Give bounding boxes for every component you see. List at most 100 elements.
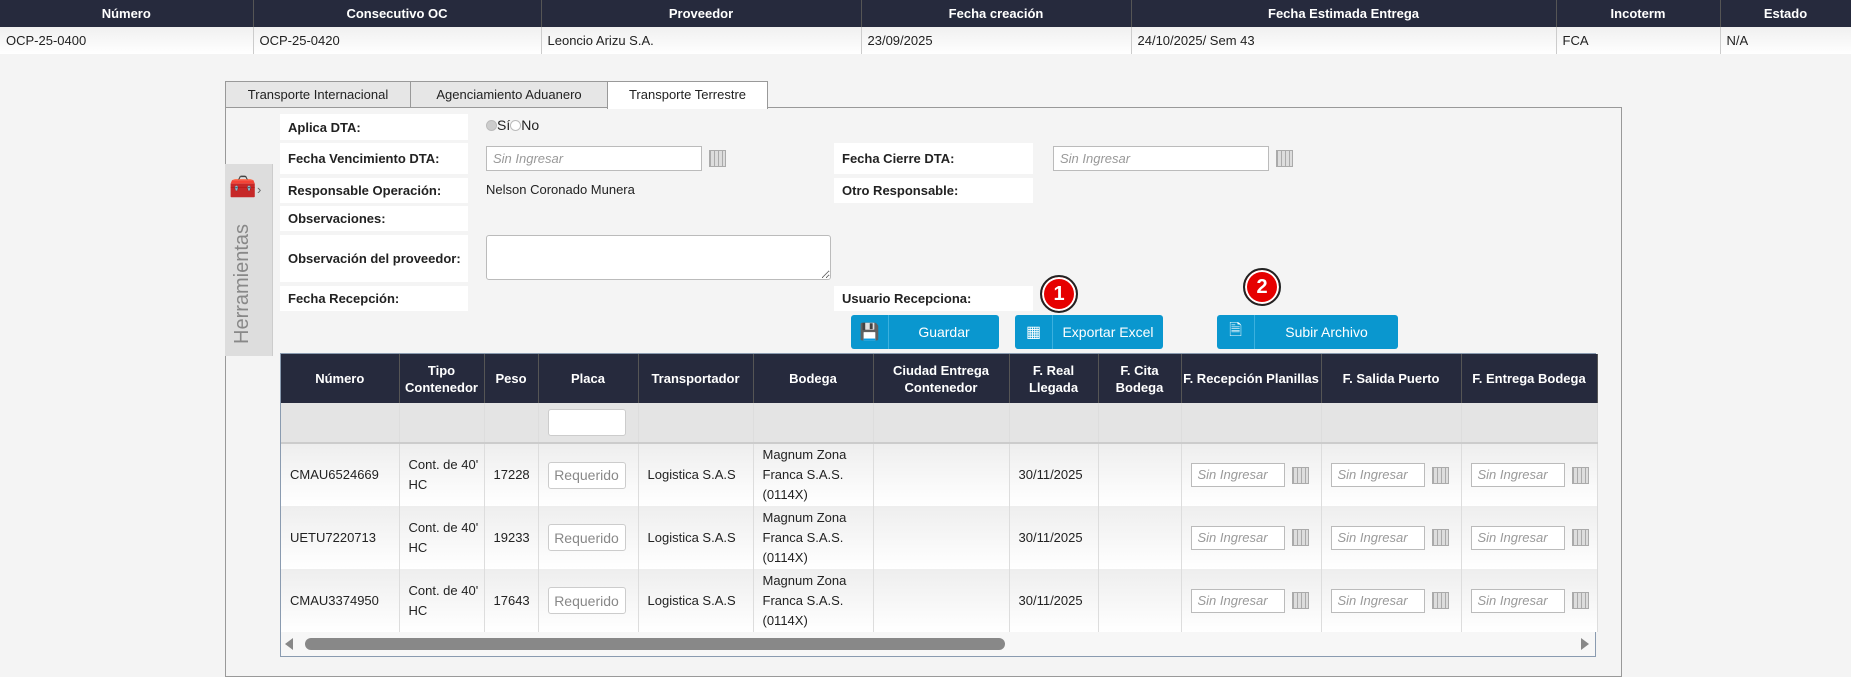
cita-cell	[1098, 506, 1182, 569]
containers-grid: Número Tipo Contenedor Peso Placa Transporta…	[280, 353, 1598, 657]
col-numero: Número	[0, 0, 254, 27]
scroll-left-arrow[interactable]	[285, 638, 293, 650]
grid-header: F. Cita Bodega	[1098, 354, 1182, 403]
calendar-icon[interactable]	[1571, 592, 1589, 609]
date-input[interactable]: Sin Ingresar	[1470, 525, 1565, 550]
transportador-cell: Logistica S.A.S	[638, 569, 754, 632]
aplica-dta-label: Aplica DTA:	[280, 114, 468, 140]
date-input[interactable]: Sin Ingresar	[1330, 588, 1425, 613]
transportador-cell: Logistica S.A.S	[638, 443, 754, 506]
cell: 24/10/2025/ Sem 43	[1131, 27, 1557, 54]
fecha-cierre-label: Fecha Cierre DTA:	[834, 143, 1033, 174]
numero-cell: CMAU3374950	[281, 569, 400, 632]
ciudad-cell	[873, 443, 1010, 506]
numero-cell: CMAU6524669	[281, 443, 400, 506]
col-fecha-creacion: Fecha creación	[861, 0, 1132, 27]
tipo-cell: Cont. de 40' HC	[399, 443, 485, 506]
fecha-recepcion-label: Fecha Recepción:	[280, 286, 468, 311]
col-consecutivo: Consecutivo OC	[253, 0, 542, 27]
grid-header: Peso	[484, 354, 539, 403]
transportador-cell: Logistica S.A.S	[638, 506, 754, 569]
observaciones-label: Observaciones:	[280, 206, 468, 231]
peso-cell: 19233	[484, 506, 539, 569]
tab-transporte-terrestre[interactable]: Transporte Terrestre	[607, 81, 768, 109]
date-input[interactable]: Sin Ingresar	[1470, 463, 1565, 487]
cell: 23/09/2025	[861, 27, 1132, 54]
date-input[interactable]: Sin Ingresar	[1190, 463, 1285, 487]
table-row: UETU7220713 Cont. de 40' HC 19233 Requerido…	[281, 506, 1598, 569]
scroll-right-arrow[interactable]	[1581, 638, 1589, 650]
radio-si[interactable]	[486, 119, 497, 131]
calendar-icon[interactable]	[1276, 150, 1293, 167]
calendar-icon[interactable]	[1291, 592, 1309, 609]
annotation-badge-2: 2	[1243, 268, 1281, 306]
llegada-cell: 30/11/2025	[1009, 506, 1099, 569]
calendar-icon[interactable]	[1571, 466, 1589, 484]
guardar-label: Guardar	[918, 324, 970, 340]
subir-archivo-button[interactable]: 🗎 Subir Archivo	[1217, 315, 1398, 349]
tools-sidebar[interactable]: 🧰 › Herramientas	[225, 164, 273, 356]
date-input[interactable]: Sin Ingresar	[1190, 525, 1285, 550]
toolbox-icon: 🧰	[229, 174, 257, 199]
usuario-recepciona-label: Usuario Recepciona:	[834, 286, 1033, 311]
grid-header: F. Recepción Planillas	[1181, 354, 1322, 403]
date-input[interactable]: Sin Ingresar	[1330, 525, 1425, 550]
calendar-icon[interactable]	[709, 150, 726, 167]
calendar-icon[interactable]	[1431, 592, 1449, 609]
bodega-cell: Magnum Zona Franca S.A.S. (0114X)	[753, 506, 874, 569]
otro-responsable-label: Otro Responsable:	[834, 178, 1033, 203]
col-fecha-entrega: Fecha Estimada Entrega	[1131, 0, 1557, 27]
scrollbar-thumb[interactable]	[305, 638, 1005, 650]
summary-row: OCP-25-0400 OCP-25-0420 Leoncio Arizu S.…	[0, 27, 1851, 54]
date-input[interactable]: Sin Ingresar	[1330, 463, 1425, 487]
cell: N/A	[1720, 27, 1851, 54]
radio-no[interactable]	[510, 119, 522, 131]
upload-file-icon: 🗎	[1217, 315, 1255, 349]
exportar-excel-button[interactable]: ▦ Exportar Excel	[1015, 315, 1163, 349]
grid-header: Transportador	[638, 354, 754, 403]
cell: FCA	[1556, 27, 1721, 54]
radio-no-label: No	[521, 117, 540, 133]
fecha-venc-label: Fecha Vencimiento DTA:	[280, 143, 468, 174]
grid-header: Bodega	[753, 354, 874, 403]
calendar-icon[interactable]	[1431, 466, 1449, 484]
guardar-button[interactable]: 💾 Guardar	[851, 315, 999, 349]
tipo-cell: Cont. de 40' HC	[399, 506, 485, 569]
peso-cell: 17643	[484, 569, 539, 632]
llegada-cell: 30/11/2025	[1009, 443, 1099, 506]
grid-header: Ciudad Entrega Contenedor	[873, 354, 1010, 403]
tools-label: Herramientas	[231, 223, 253, 344]
responsable-label: Responsable Operación:	[280, 178, 468, 203]
save-icon: 💾	[851, 315, 889, 349]
col-estado: Estado	[1720, 0, 1851, 27]
placa-input[interactable]: Requerido	[547, 461, 626, 489]
placa-filter-input[interactable]	[547, 409, 626, 436]
fecha-venc-input[interactable]: Sin Ingresar	[486, 146, 702, 171]
tab-agenciamiento-aduanero[interactable]: Agenciamiento Aduanero	[410, 81, 608, 108]
placa-input[interactable]: Requerido	[547, 524, 626, 551]
llegada-cell: 30/11/2025	[1009, 569, 1099, 632]
calendar-icon[interactable]	[1431, 529, 1449, 546]
calendar-icon[interactable]	[1571, 529, 1589, 546]
horizontal-scrollbar[interactable]	[281, 632, 1595, 656]
bodega-cell: Magnum Zona Franca S.A.S. (0114X)	[753, 443, 874, 506]
date-input[interactable]: Sin Ingresar	[1190, 588, 1285, 613]
grid-header: F. Real Llegada	[1009, 354, 1099, 403]
annotation-badge-1: 1	[1040, 275, 1078, 313]
ciudad-cell	[873, 569, 1010, 632]
grid-header: Número	[281, 354, 400, 403]
fecha-cierre-input[interactable]: Sin Ingresar	[1053, 146, 1269, 171]
tipo-cell: Cont. de 40' HC	[399, 569, 485, 632]
bodega-cell: Magnum Zona Franca S.A.S. (0114X)	[753, 569, 874, 632]
calendar-icon[interactable]	[1291, 529, 1309, 546]
table-row: CMAU6524669 Cont. de 40' HC 17228 Requerido…	[281, 443, 1598, 506]
placa-input[interactable]: Requerido	[547, 587, 626, 614]
obs-proveedor-textarea[interactable]	[486, 235, 831, 280]
responsable-value: Nelson Coronado Munera	[486, 182, 635, 197]
calendar-icon[interactable]	[1291, 466, 1309, 484]
tab-transporte-internacional[interactable]: Transporte Internacional	[225, 81, 411, 108]
date-input[interactable]: Sin Ingresar	[1470, 588, 1565, 613]
grid-header: Tipo Contenedor	[399, 354, 485, 403]
subir-label: Subir Archivo	[1285, 324, 1368, 340]
excel-export-icon: ▦	[1015, 315, 1053, 349]
